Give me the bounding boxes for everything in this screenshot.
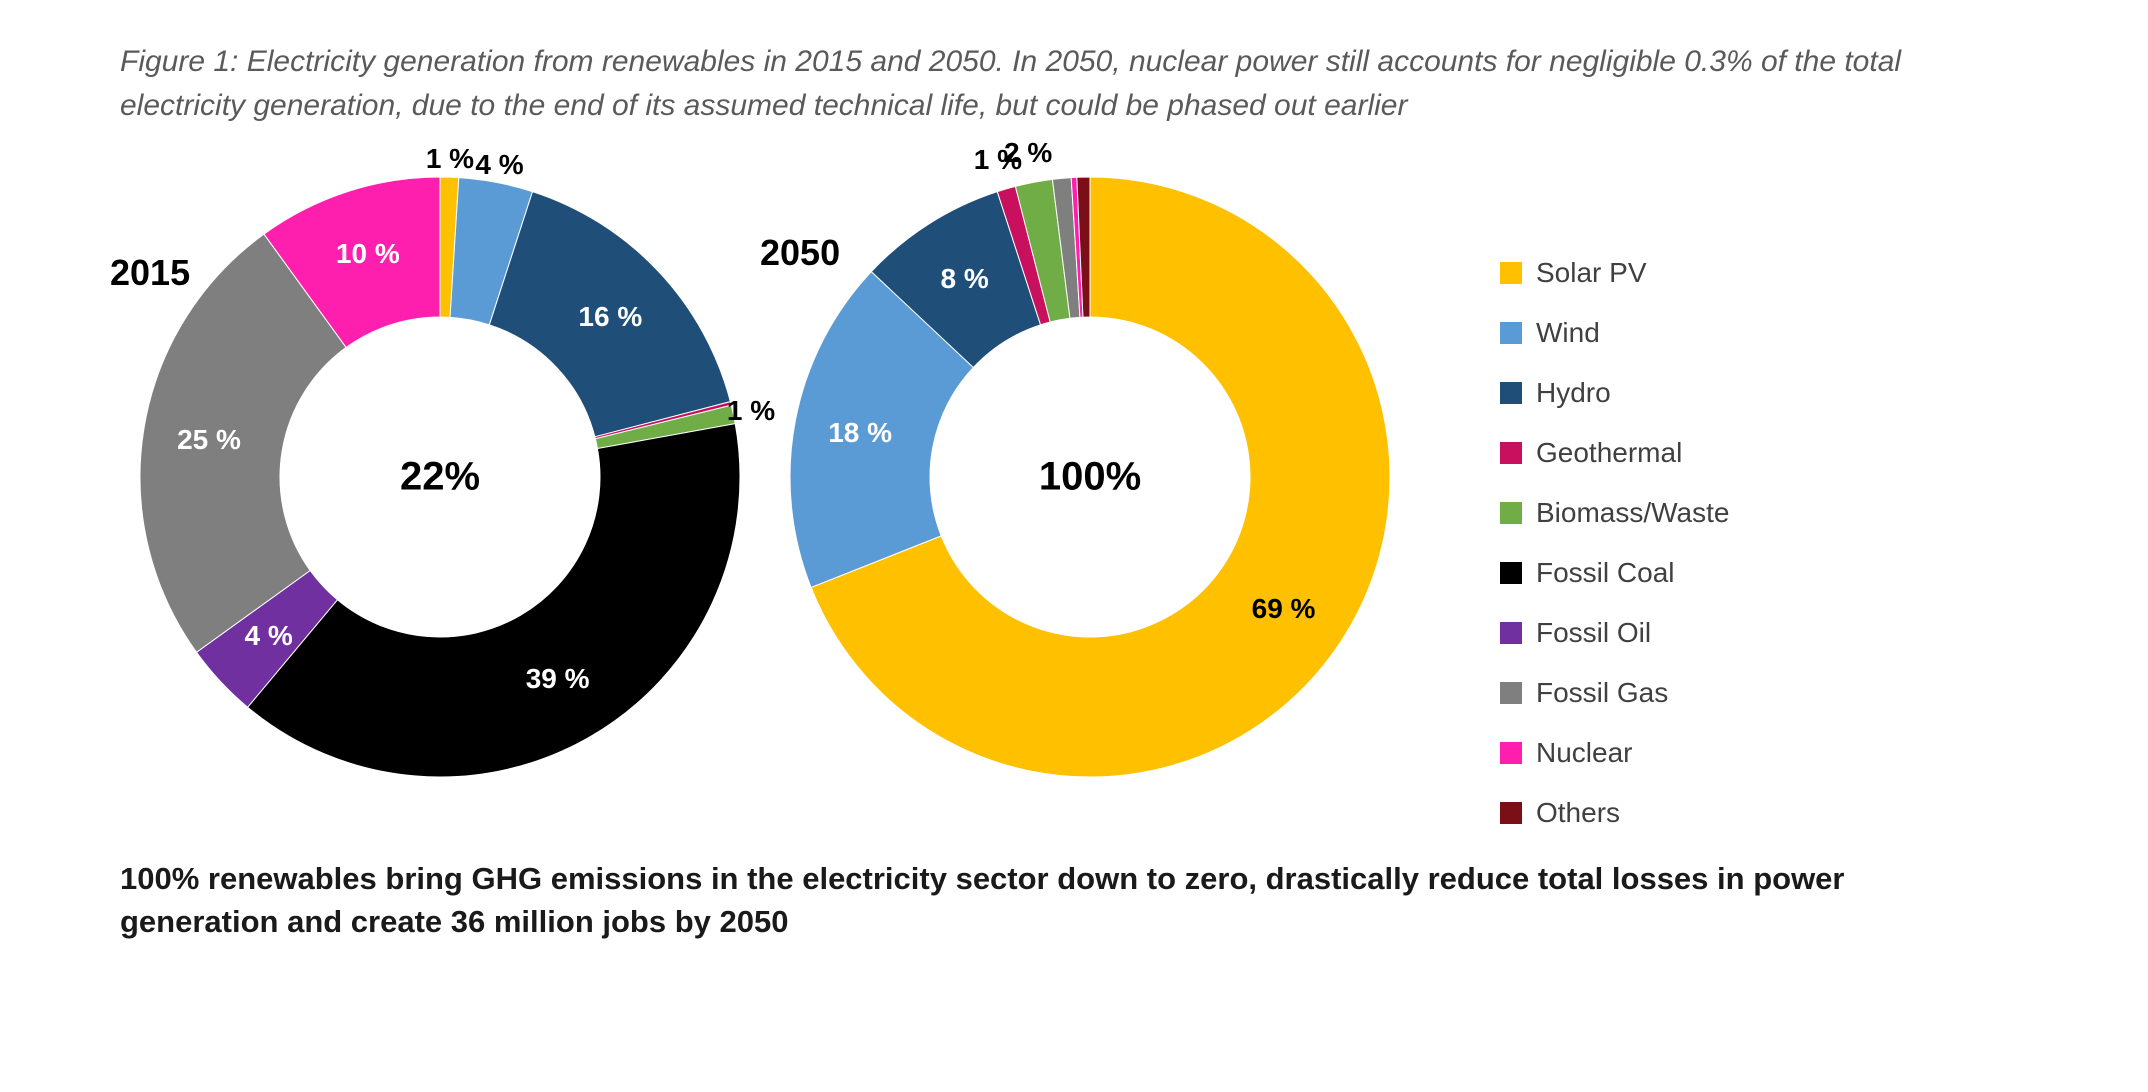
figure-caption: Figure 1: Electricity generation from re… [120, 40, 1940, 127]
legend-item-gas: Fossil Gas [1500, 677, 1729, 709]
center-label-2050: 100% [1039, 455, 1141, 500]
legend-label-solar_pv: Solar PV [1536, 257, 1647, 289]
slice-label-coal: 39 % [526, 663, 590, 695]
legend-item-biomass: Biomass/Waste [1500, 497, 1729, 529]
slice-label-oil: 4 % [245, 620, 293, 652]
legend-label-gas: Fossil Gas [1536, 677, 1668, 709]
figure-page: Figure 1: Electricity generation from re… [0, 0, 2148, 1092]
legend-swatch-wind [1500, 322, 1522, 344]
legend-label-others: Others [1536, 797, 1620, 829]
legend-label-wind: Wind [1536, 317, 1600, 349]
legend-swatch-oil [1500, 622, 1522, 644]
year-label-2015: 2015 [110, 252, 190, 294]
slice-label-nuclear: 10 % [336, 238, 400, 270]
legend-item-coal: Fossil Coal [1500, 557, 1729, 589]
legend-item-geothermal: Geothermal [1500, 437, 1729, 469]
legend-label-nuclear: Nuclear [1536, 737, 1632, 769]
legend-item-others: Others [1500, 797, 1729, 829]
legend-label-oil: Fossil Oil [1536, 617, 1651, 649]
legend-swatch-geothermal [1500, 442, 1522, 464]
legend: Solar PV Wind Hydro Geothermal Biomass/Waste… [1500, 257, 1729, 829]
slice-label-wind: 4 % [475, 149, 523, 181]
donut-chart-2015: 2015 22% 1 %4 %16 %1 %39 %4 %25 %10 % [120, 157, 760, 797]
center-label-2015: 22% [400, 455, 480, 500]
legend-label-hydro: Hydro [1536, 377, 1611, 409]
slice-label-biomass: 2 % [1004, 137, 1052, 169]
legend-swatch-hydro [1500, 382, 1522, 404]
charts-row: 2015 22% 1 %4 %16 %1 %39 %4 %25 %10 % 20… [120, 157, 2028, 829]
legend-swatch-gas [1500, 682, 1522, 704]
legend-label-biomass: Biomass/Waste [1536, 497, 1729, 529]
legend-swatch-coal [1500, 562, 1522, 584]
legend-swatch-solar_pv [1500, 262, 1522, 284]
legend-swatch-biomass [1500, 502, 1522, 524]
slice-label-wind: 18 % [828, 417, 892, 449]
slice-label-hydro: 8 % [940, 263, 988, 295]
legend-swatch-nuclear [1500, 742, 1522, 764]
legend-item-nuclear: Nuclear [1500, 737, 1729, 769]
legend-item-solar_pv: Solar PV [1500, 257, 1729, 289]
slice-label-hydro: 16 % [578, 301, 642, 333]
figure-footer: 100% renewables bring GHG emissions in t… [120, 857, 1940, 944]
slice-label-solar_pv: 1 % [426, 143, 474, 175]
legend-label-coal: Fossil Coal [1536, 557, 1674, 589]
slice-label-solar_pv: 69 % [1252, 593, 1316, 625]
slice-label-biomass: 1 % [727, 395, 775, 427]
legend-swatch-others [1500, 802, 1522, 824]
slice-label-gas: 25 % [177, 424, 241, 456]
legend-label-geothermal: Geothermal [1536, 437, 1682, 469]
donut-chart-2050: 2050 100% 69 %18 %8 %1 %2 % [770, 157, 1410, 797]
legend-item-wind: Wind [1500, 317, 1729, 349]
legend-item-oil: Fossil Oil [1500, 617, 1729, 649]
year-label-2050: 2050 [760, 232, 840, 274]
legend-item-hydro: Hydro [1500, 377, 1729, 409]
